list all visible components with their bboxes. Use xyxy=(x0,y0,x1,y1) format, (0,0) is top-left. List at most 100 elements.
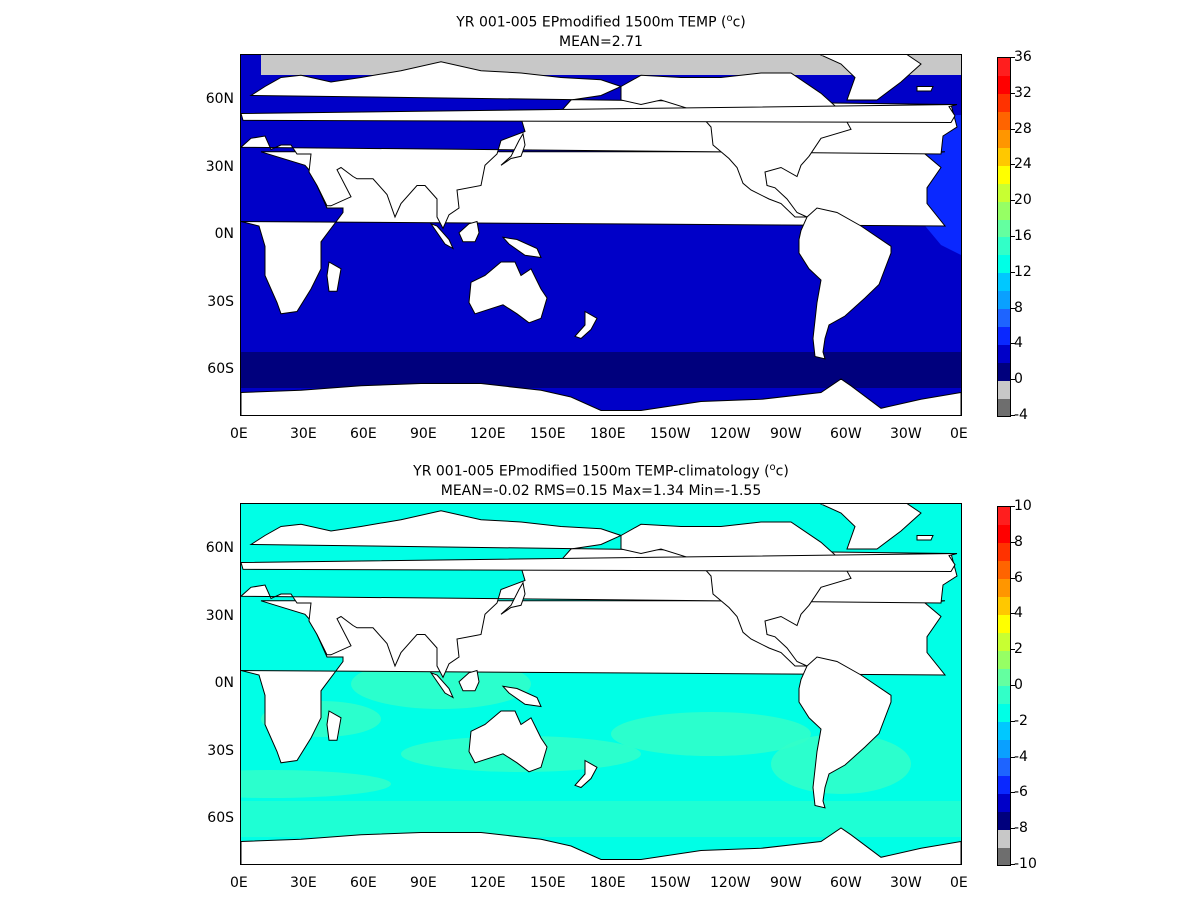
land-japan xyxy=(500,132,526,166)
lon-label: 30E xyxy=(290,875,317,891)
colorbar-cell xyxy=(998,703,1010,723)
colorbar-tick xyxy=(1010,236,1015,237)
land-britain xyxy=(241,104,958,124)
colorbar-cell xyxy=(998,739,1010,759)
lon-label: 120W xyxy=(710,426,751,442)
colorbar-label: 24 xyxy=(1014,156,1032,173)
colorbar-tick xyxy=(1010,649,1015,651)
colorbar-cell xyxy=(998,219,1010,238)
colorbar-tick xyxy=(1010,577,1015,579)
southern-ocean-band xyxy=(241,801,961,837)
land-australia xyxy=(468,710,548,773)
colorbar-tick xyxy=(1010,415,1015,416)
colorbar-cell xyxy=(998,165,1010,184)
colorbar-tick xyxy=(1010,92,1015,94)
colorbar-label: 6 xyxy=(1014,569,1023,586)
lon-label: 120E xyxy=(470,875,506,891)
lon-label: 90E xyxy=(410,426,437,442)
panel-1-map xyxy=(240,54,962,416)
colorbar-cell xyxy=(998,290,1010,310)
colorbar-cell xyxy=(998,524,1010,544)
lon-label: 0E xyxy=(230,426,248,442)
colorbar-cell xyxy=(998,721,1010,741)
lon-label: 30W xyxy=(890,875,922,891)
lat-label: 30N xyxy=(205,607,234,624)
lon-label: 0E xyxy=(230,875,248,891)
colorbar-cell xyxy=(998,596,1010,615)
lon-label: 150E xyxy=(530,875,566,891)
land-new-zealand xyxy=(574,759,598,789)
lat-label: 30S xyxy=(207,742,234,759)
lon-label: 180E xyxy=(590,875,626,891)
lon-label: 150E xyxy=(530,426,566,442)
lon-label: 120W xyxy=(710,875,751,891)
land-south-america xyxy=(798,207,892,360)
colorbar-tick xyxy=(1010,792,1015,794)
colorbar-cell xyxy=(998,75,1010,95)
land-madagascar xyxy=(326,261,342,292)
lat-label: 0N xyxy=(214,226,234,242)
lat-label: 30N xyxy=(205,158,234,175)
colorbar-cell xyxy=(998,560,1010,580)
colorbar-cell xyxy=(998,686,1010,705)
colorbar-cell xyxy=(998,201,1010,220)
colorbar-label: 2 xyxy=(1014,641,1023,658)
panel-1-mean: MEAN=2.71 xyxy=(559,33,643,50)
colorbar-cell xyxy=(998,811,1010,830)
land-new-guinea xyxy=(501,685,542,708)
colorbar-cell xyxy=(998,129,1010,148)
land-antarctica xyxy=(241,378,961,415)
land-sumatra xyxy=(429,222,455,250)
colorbar-cell xyxy=(998,668,1010,687)
anomaly-patch xyxy=(241,770,391,798)
colorbar-tick xyxy=(1010,307,1015,309)
lon-label: 120E xyxy=(470,426,506,442)
colorbar-cell xyxy=(998,93,1010,113)
colorbar-cell xyxy=(998,344,1010,363)
colorbar-tick xyxy=(1010,613,1015,615)
colorbar-tick xyxy=(1010,685,1015,686)
colorbar-tick xyxy=(1010,128,1015,130)
colorbar-tick xyxy=(1010,864,1015,865)
panel-2-colorbar xyxy=(997,506,1011,866)
colorbar-label: 8 xyxy=(1014,533,1023,550)
lon-label: 60E xyxy=(350,875,377,891)
colorbar-cell xyxy=(998,542,1010,562)
anomaly-patch xyxy=(611,712,811,756)
land-greenland xyxy=(819,55,922,101)
colorbar-label: 28 xyxy=(1014,120,1032,137)
lon-label: 30W xyxy=(890,426,922,442)
lon-label: 150W xyxy=(650,426,691,442)
lat-label: 30S xyxy=(207,293,234,310)
colorbar-tick xyxy=(1010,200,1015,202)
land-antarctica xyxy=(241,827,961,864)
land-iceland xyxy=(916,535,934,541)
lon-label: 60W xyxy=(830,426,862,442)
colorbar-label: 20 xyxy=(1014,192,1032,209)
lat-label: 0N xyxy=(214,675,234,691)
colorbar-label: 10 xyxy=(1014,498,1032,514)
colorbar-tick xyxy=(1010,828,1015,830)
colorbar-label: -6 xyxy=(1014,784,1028,801)
land-japan xyxy=(500,581,526,615)
colorbar-label: -4 xyxy=(1014,748,1028,765)
land-britain xyxy=(241,553,958,573)
colorbar-cell xyxy=(998,237,1010,256)
colorbar-label: 0 xyxy=(1014,371,1023,388)
colorbar-tick xyxy=(1010,541,1015,543)
colorbar-label: 16 xyxy=(1014,228,1032,244)
colorbar-label: 0 xyxy=(1014,677,1023,693)
colorbar-cell xyxy=(998,847,1010,866)
colorbar-cell xyxy=(998,58,1010,77)
colorbar-cell xyxy=(998,757,1010,776)
lon-label: 0E xyxy=(950,875,968,891)
colorbar-tick xyxy=(1010,756,1015,758)
land-australia xyxy=(468,261,548,324)
panel-2-map-canvas xyxy=(241,504,961,864)
land-new-zealand xyxy=(574,310,598,340)
colorbar-label: -4 xyxy=(1014,407,1028,423)
lon-label: 60W xyxy=(830,875,862,891)
colorbar-cell xyxy=(998,775,1010,794)
lon-label: 90W xyxy=(770,426,802,442)
colorbar-cell xyxy=(998,578,1010,597)
